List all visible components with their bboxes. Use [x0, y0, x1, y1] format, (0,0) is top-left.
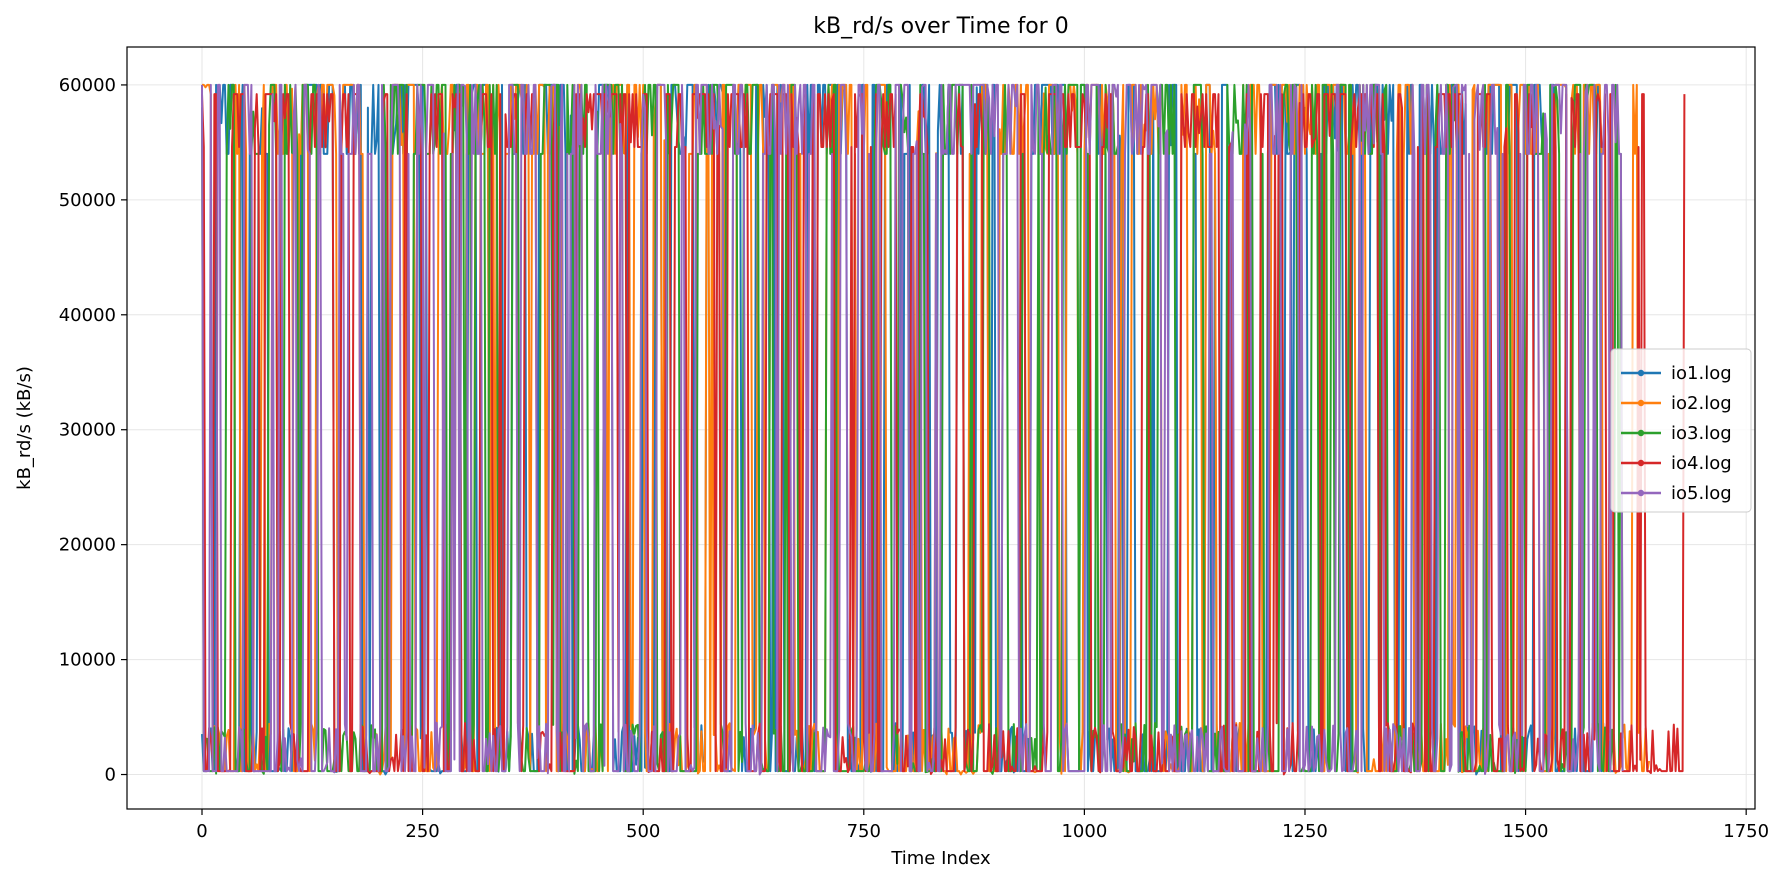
x-tick-label: 1250 [1282, 821, 1328, 842]
legend-marker [1637, 399, 1645, 407]
plot-frame [126, 46, 1756, 810]
y-tick-label: 40000 [59, 305, 116, 326]
x-tick-label: 250 [405, 821, 439, 842]
x-tick-label: 1750 [1723, 821, 1769, 842]
y-tick-label: 60000 [59, 75, 116, 96]
x-tick-label: 0 [196, 821, 207, 842]
legend: io1.log io2.log io3.log io4.log io5.log [1610, 348, 1752, 513]
legend-label: io4.log [1671, 453, 1732, 474]
legend-label: io1.log [1671, 363, 1732, 384]
x-tick-label: 1000 [1061, 821, 1107, 842]
y-tick-label: 10000 [59, 650, 116, 671]
y-tick-label: 0 [105, 765, 116, 786]
legend-marker [1637, 459, 1645, 467]
legend-label: io3.log [1671, 423, 1732, 444]
legend-marker [1637, 489, 1645, 497]
legend-label: io2.log [1671, 393, 1732, 414]
x-tick-label: 500 [626, 821, 660, 842]
chart-title: kB_rd/s over Time for 0 [813, 14, 1068, 39]
legend-box [1610, 348, 1752, 513]
x-tick-label: 1500 [1503, 821, 1549, 842]
x-tick-label: 750 [847, 821, 881, 842]
y-tick-label: 30000 [59, 420, 116, 441]
y-tick-label: 50000 [59, 190, 116, 211]
y-tick-label: 20000 [59, 535, 116, 556]
tick-layer: 0 250 500 750 1000 1250 1500 1750 0 10000 20000 300… [59, 75, 1769, 842]
y-axis-label: kB_rd/s (kB/s) [14, 366, 35, 490]
legend-marker [1637, 369, 1645, 377]
series-layer [201, 83, 1686, 776]
series-line-io5-log [201, 83, 1624, 776]
legend-label: io5.log [1671, 483, 1732, 504]
x-axis-label: Time Index [890, 848, 991, 869]
legend-marker [1637, 429, 1645, 437]
